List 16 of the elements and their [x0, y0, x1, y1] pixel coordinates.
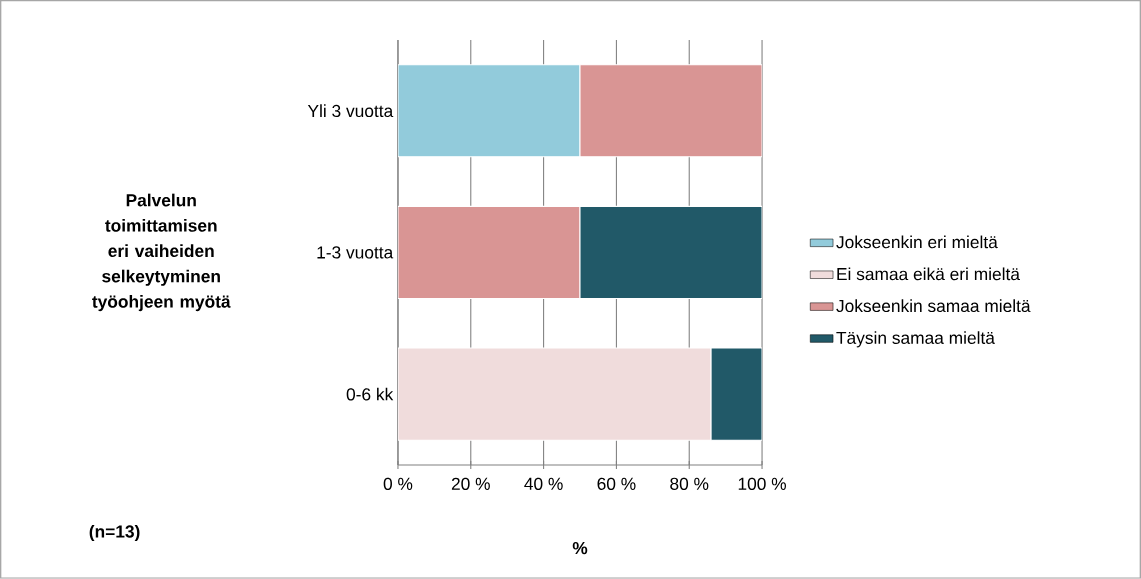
x-tick-label: 20 % — [451, 477, 490, 491]
y-tick-label: 1-3 vuotta — [317, 246, 394, 259]
y-tick-label: Yli 3 vuotta — [307, 104, 394, 118]
x-axis-title: % — [572, 542, 588, 555]
legend-label: Täysin samaa mieltä — [836, 331, 995, 348]
x-tick-label: 40 % — [524, 477, 563, 491]
x-tick-label: 60 % — [597, 477, 636, 491]
x-tick-label: 0 % — [383, 477, 413, 491]
x-tick-label: 100 % — [738, 477, 786, 491]
legend-label: Jokseenkin eri mieltä — [836, 235, 998, 249]
y-axis-title: Palvelun toimittamisen eri vaiheiden selkeytyminen työohjeen myötä — [92, 193, 231, 312]
legend-label: Ei samaa eikä eri mieltä — [837, 267, 1020, 281]
text: (n=13) — [89, 524, 140, 542]
x-tick-label: 80 % — [670, 477, 709, 491]
legend-label: Jokseenkin samaa mieltä — [836, 299, 1031, 313]
y-tick-label: 0-6 kk — [346, 387, 394, 401]
